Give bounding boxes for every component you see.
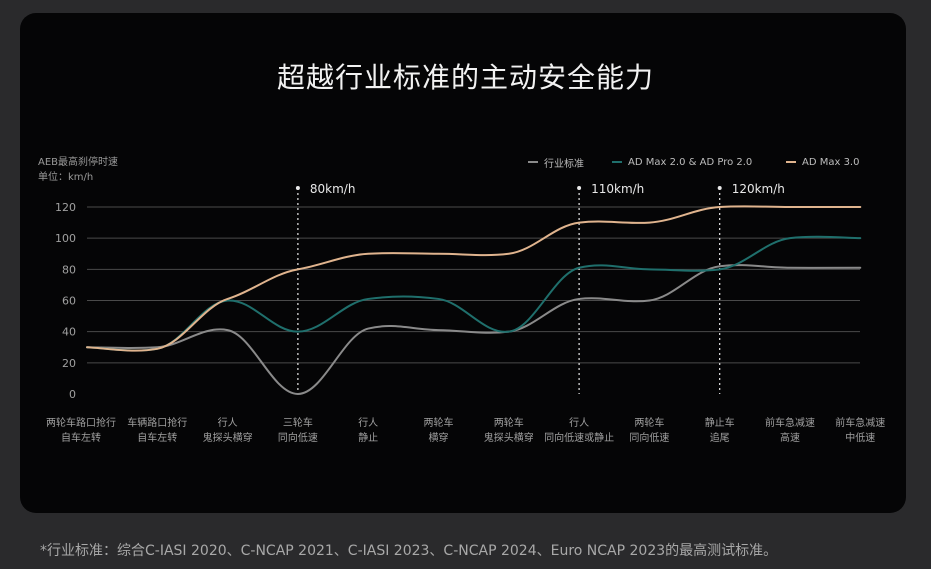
y-tick-label: 60 (62, 295, 76, 308)
legend-swatch-industry (528, 161, 538, 163)
footnote: *行业标准：综合C-IASI 2020、C-NCAP 2021、C-IASI 2… (40, 543, 778, 559)
x-tick-label: 车辆路口抢行 (127, 416, 187, 429)
x-tick-label: 中低速 (845, 431, 875, 444)
y-tick-label: 0 (69, 388, 76, 401)
x-tick-label: 行人 (569, 416, 589, 429)
y-tick-label: 20 (62, 357, 76, 370)
x-tick-label: 同向低速 (278, 431, 318, 444)
x-tick-label: 同向低速或静止 (544, 431, 614, 444)
x-tick-label: 横穿 (429, 431, 449, 444)
y-tick-label: 40 (62, 326, 76, 339)
x-tick-label: 两轮车 (634, 416, 664, 429)
x-tick-label: 自车左转 (61, 431, 101, 444)
y-tick-label: 120 (55, 201, 76, 214)
x-tick-label: 静止 (358, 431, 378, 444)
y-tick-label: 100 (55, 232, 76, 245)
x-tick-label: 前车急减速 (765, 416, 815, 429)
y-axis-title: AEB最高刹停时速 单位：km/h (38, 155, 118, 185)
x-tick-label: 行人 (358, 416, 378, 429)
chart-card (20, 13, 906, 513)
y-tick-label: 80 (62, 263, 76, 276)
x-tick-label: 两轮车路口抢行 (46, 416, 116, 429)
x-tick-label: 三轮车 (283, 416, 313, 429)
legend-item-industry: 行业标准 (528, 155, 584, 170)
y-axis-label: AEB最高刹停时速 (38, 157, 119, 168)
annotation-dot (717, 186, 722, 190)
annotation-label: 120km/h (732, 182, 785, 196)
series-line-industry (86, 264, 862, 396)
x-tick-label: 自车左转 (137, 431, 177, 444)
series-line-ad_max3 (86, 205, 862, 352)
legend-label-industry: 行业标准 (544, 158, 584, 170)
x-tick-label: 追尾 (710, 431, 730, 444)
annotation-label: 80km/h (310, 182, 356, 196)
x-tick-label: 高速 (780, 431, 800, 444)
legend-swatch-ad-max2 (612, 161, 622, 163)
x-tick-label: 静止车 (705, 416, 735, 429)
y-axis-unit: 单位：km/h (38, 172, 94, 183)
x-tick-label: 鬼探头横穿 (484, 431, 534, 444)
annotation-dot (577, 186, 582, 190)
x-tick-label: 两轮车 (424, 416, 454, 429)
x-tick-label: 同向低速 (629, 431, 669, 444)
annotation-dot (295, 186, 300, 190)
legend-label-ad-max3: AD Max 3.0 (802, 156, 860, 168)
legend-swatch-ad-max3 (786, 161, 796, 163)
legend-item-ad-max2: AD Max 2.0 & AD Pro 2.0 (612, 155, 752, 169)
legend-label-ad-max2: AD Max 2.0 & AD Pro 2.0 (628, 156, 753, 168)
x-tick-label: 两轮车 (494, 416, 524, 429)
x-tick-label: 鬼探头横穿 (203, 431, 253, 444)
x-tick-label: 行人 (218, 416, 238, 429)
chart-title: 超越行业标准的主动安全能力 (276, 61, 654, 94)
annotation-label: 110km/h (591, 182, 644, 196)
x-tick-label: 前车急减速 (835, 416, 885, 429)
legend-item-ad-max3: AD Max 3.0 (786, 155, 859, 169)
